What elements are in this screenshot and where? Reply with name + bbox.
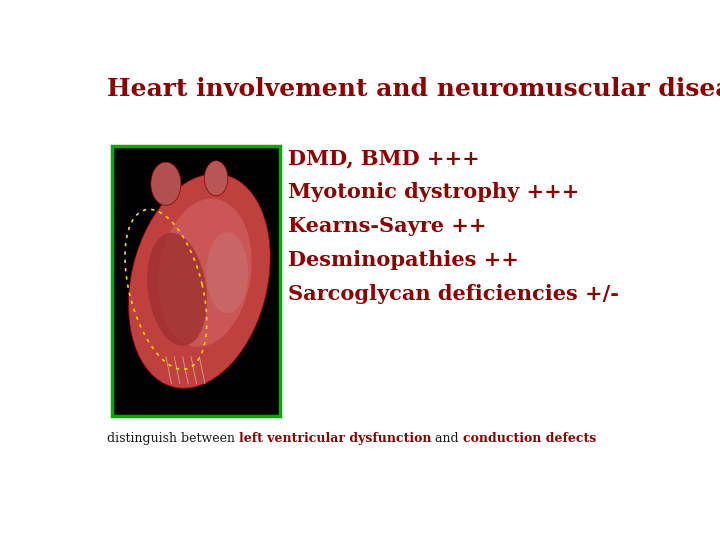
Ellipse shape [158, 199, 251, 347]
Ellipse shape [207, 232, 248, 313]
Text: DMD, BMD +++: DMD, BMD +++ [288, 148, 480, 168]
Text: Heart involvement and neuromuscular diseases: Heart involvement and neuromuscular dise… [107, 77, 720, 102]
Text: Sarcoglycan deficiencies +/-: Sarcoglycan deficiencies +/- [288, 285, 619, 305]
Text: distinguish between: distinguish between [107, 432, 239, 445]
Ellipse shape [147, 233, 207, 346]
Ellipse shape [150, 162, 181, 205]
Ellipse shape [204, 161, 228, 196]
Text: Kearns-Sayre ++: Kearns-Sayre ++ [288, 216, 487, 236]
Text: Desminopathies ++: Desminopathies ++ [288, 250, 519, 270]
Text: conduction defects: conduction defects [463, 432, 596, 445]
Text: left ventricular dysfunction: left ventricular dysfunction [239, 432, 431, 445]
Ellipse shape [128, 174, 270, 388]
Text: and: and [431, 432, 463, 445]
FancyBboxPatch shape [112, 146, 279, 416]
Text: Myotonic dystrophy +++: Myotonic dystrophy +++ [288, 182, 580, 202]
